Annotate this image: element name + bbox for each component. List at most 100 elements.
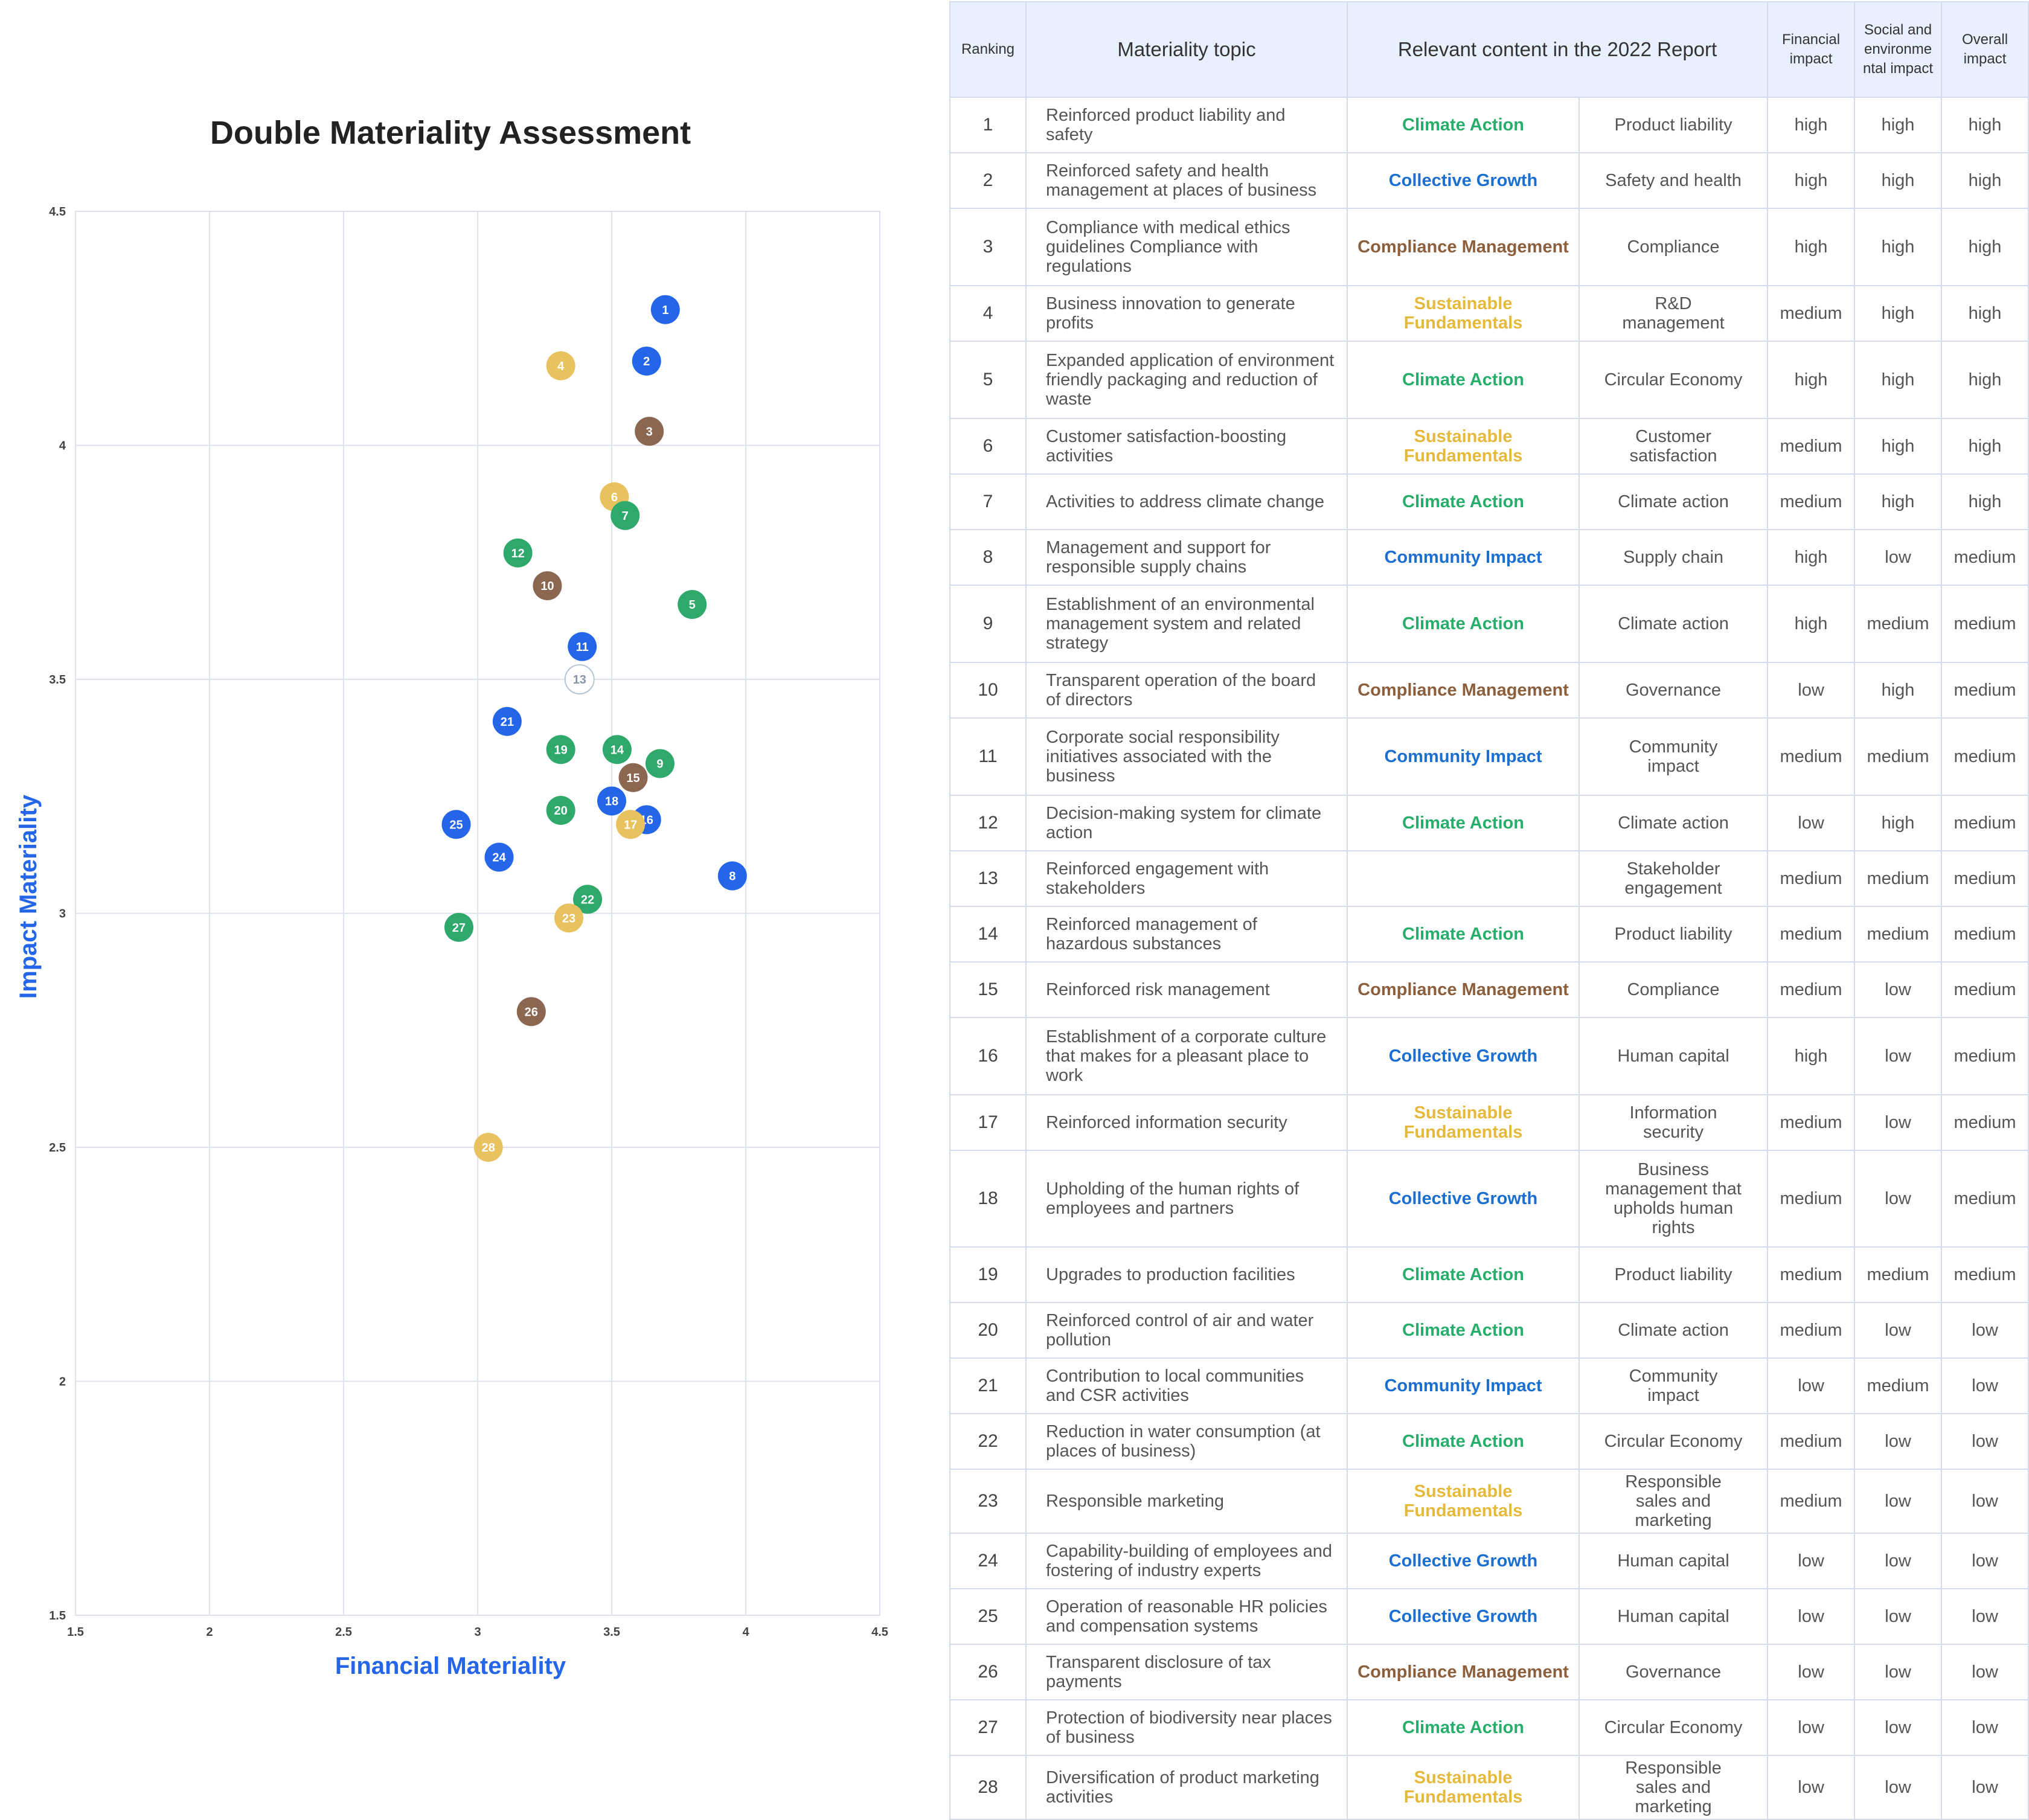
rank-cell: 1 xyxy=(949,97,1027,153)
data-point-marker xyxy=(678,590,707,619)
x-tick-label: 2.5 xyxy=(335,1626,352,1639)
category-cell: Climate Action xyxy=(1347,906,1580,963)
category-cell: Collective Growth xyxy=(1347,1017,1580,1095)
topic-cell: Reinforced safety and health management … xyxy=(1025,152,1348,209)
rank-cell: 9 xyxy=(949,585,1027,663)
y-axis-label: Impact Materiality xyxy=(15,794,42,999)
financial-impact-cell: medium xyxy=(1767,1302,1856,1359)
subtopic-cell: Circular Economy xyxy=(1578,1699,1769,1756)
subtopic-cell: Supply chain xyxy=(1578,529,1769,586)
rank-cell: 27 xyxy=(949,1699,1027,1756)
social-impact-cell: low xyxy=(1854,1150,1943,1248)
category-cell: Compliance Management xyxy=(1347,1644,1580,1700)
category-cell: Climate Action xyxy=(1347,341,1580,419)
data-point-marker xyxy=(616,810,646,839)
financial-impact-cell: low xyxy=(1767,1699,1856,1756)
data-point-label: 23 xyxy=(562,912,575,925)
topic-cell: Reinforced risk management xyxy=(1025,961,1348,1018)
social-impact-cell: low xyxy=(1854,1533,1943,1589)
table-row: 2 Reinforced safety and health management… xyxy=(949,152,2029,209)
table-row: 24 Capability-building of employees and f… xyxy=(949,1533,2029,1589)
financial-impact-cell: high xyxy=(1767,152,1856,209)
social-impact-cell: low xyxy=(1854,1302,1943,1359)
data-point-label: 17 xyxy=(624,818,637,831)
subtopic-cell: Compliance xyxy=(1578,961,1769,1018)
data-point-marker xyxy=(554,903,583,933)
rank-cell: 16 xyxy=(949,1017,1027,1095)
data-point-marker xyxy=(492,707,522,736)
category-cell: Climate Action xyxy=(1347,97,1580,153)
rank-cell: 26 xyxy=(949,1644,1027,1700)
rank-cell: 6 xyxy=(949,418,1027,475)
data-point: 9 xyxy=(645,749,675,778)
data-point-label: 9 xyxy=(656,758,663,771)
table-row: 5 Expanded application of environment fri… xyxy=(949,341,2029,419)
topic-cell: Reinforced control of air and water poll… xyxy=(1025,1302,1348,1359)
data-point-marker xyxy=(632,347,661,376)
topic-cell: Reinforced information security xyxy=(1025,1094,1348,1151)
overall-impact-cell: medium xyxy=(1941,1246,2029,1303)
data-point: 23 xyxy=(554,903,583,933)
topic-cell: Establishment of a corporate culture tha… xyxy=(1025,1017,1348,1095)
y-tick-label: 1.5 xyxy=(49,1609,66,1623)
subtopic-cell: Human capital xyxy=(1578,1017,1769,1095)
category-cell: Sustainable Fundamentals xyxy=(1347,1094,1580,1151)
category-cell: Climate Action xyxy=(1347,1302,1580,1359)
category-cell: Compliance Management xyxy=(1347,961,1580,1018)
data-point-marker xyxy=(533,571,562,600)
financial-impact-cell: low xyxy=(1767,1533,1856,1589)
financial-impact-cell: medium xyxy=(1767,1150,1856,1248)
financial-impact-cell: medium xyxy=(1767,1246,1856,1303)
topic-cell: Operation of reasonable HR policies and … xyxy=(1025,1588,1348,1645)
header-materiality-topic: Materiality topic xyxy=(1025,1,1348,98)
social-impact-cell: medium xyxy=(1854,1357,1943,1414)
rank-cell: 24 xyxy=(949,1533,1027,1589)
table-row: 17 Reinforced information security Sustain… xyxy=(949,1094,2029,1151)
table-row: 25 Operation of reasonable HR policies an… xyxy=(949,1588,2029,1645)
overall-impact-cell: high xyxy=(1941,97,2029,153)
rank-cell: 7 xyxy=(949,473,1027,530)
category-cell: Community Impact xyxy=(1347,717,1580,796)
y-tick-label: 4 xyxy=(59,440,66,453)
social-impact-cell: high xyxy=(1854,152,1943,209)
data-point: 1 xyxy=(650,295,680,324)
data-point-label: 3 xyxy=(646,425,653,438)
category-cell: Compliance Management xyxy=(1347,208,1580,286)
subtopic-cell: Information security xyxy=(1578,1094,1769,1151)
overall-impact-cell: high xyxy=(1941,341,2029,419)
materiality-chart-panel: Double Materiality Assessment 1.5 2 2.5 3 3.… xyxy=(0,0,942,1802)
financial-impact-cell: medium xyxy=(1767,717,1856,796)
data-point-marker xyxy=(444,912,473,942)
overall-impact-cell: high xyxy=(1941,152,2029,209)
data-point-label: 21 xyxy=(501,716,514,729)
data-point-label: 14 xyxy=(611,743,624,757)
data-point: 8 xyxy=(717,861,747,891)
financial-impact-cell: low xyxy=(1767,1755,1856,1820)
topic-cell: Compliance with medical ethics guideline… xyxy=(1025,208,1348,286)
data-point: 20 xyxy=(546,796,575,825)
topic-cell: Decision-making system for climate actio… xyxy=(1025,795,1348,851)
y-tick-label: 2.5 xyxy=(49,1141,66,1155)
table-row: 20 Reinforced control of air and water po… xyxy=(949,1302,2029,1359)
data-point-label: 5 xyxy=(689,598,696,612)
data-point: 10 xyxy=(533,571,562,600)
topic-cell: Capability-building of employees and fos… xyxy=(1025,1533,1348,1589)
data-point-marker xyxy=(516,997,546,1027)
x-tick-label: 1.5 xyxy=(67,1626,84,1639)
table-row: 13 Reinforced engagement with stakeholder… xyxy=(949,850,2029,907)
data-point-marker xyxy=(546,735,575,764)
rank-cell: 28 xyxy=(949,1755,1027,1820)
social-impact-cell: high xyxy=(1854,662,1943,719)
category-cell: Climate Action xyxy=(1347,585,1580,663)
data-point: 2 xyxy=(632,347,661,376)
social-impact-cell: low xyxy=(1854,1588,1943,1645)
topic-cell: Expanded application of environment frie… xyxy=(1025,341,1348,419)
rank-cell: 25 xyxy=(949,1588,1027,1645)
data-point: 26 xyxy=(516,997,546,1027)
overall-impact-cell: high xyxy=(1941,473,2029,530)
topic-cell: Reinforced product liability and safety xyxy=(1025,97,1348,153)
rank-cell: 17 xyxy=(949,1094,1027,1151)
category-cell: Climate Action xyxy=(1347,1413,1580,1470)
subtopic-cell: Product liability xyxy=(1578,1246,1769,1303)
financial-impact-cell: low xyxy=(1767,795,1856,851)
